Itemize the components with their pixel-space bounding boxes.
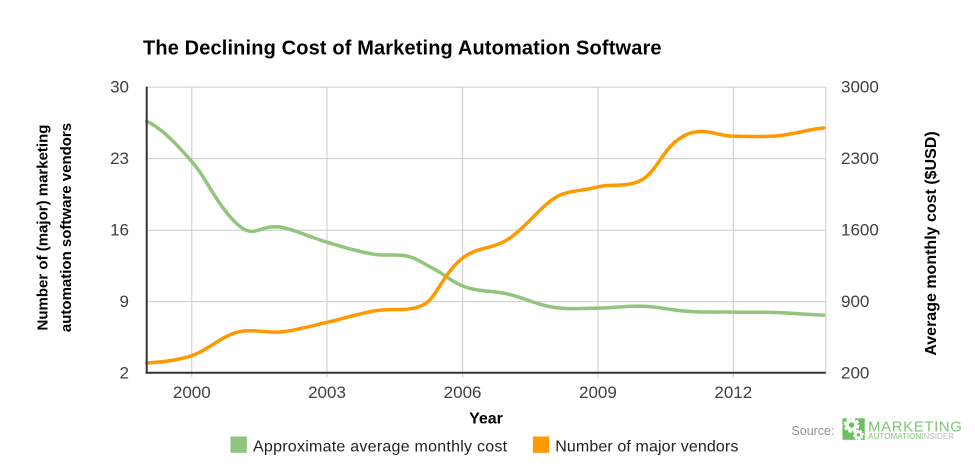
svg-text:2009: 2009 — [579, 383, 617, 402]
svg-text:Source:: Source: — [791, 424, 834, 438]
svg-text:MARKETING: MARKETING — [868, 419, 963, 436]
svg-text:16: 16 — [110, 221, 129, 240]
svg-text:23: 23 — [110, 149, 129, 168]
svg-text:2000: 2000 — [173, 383, 211, 402]
svg-text:automation software vendors: automation software vendors — [58, 123, 75, 332]
svg-text:Year: Year — [469, 411, 503, 428]
svg-text:9: 9 — [120, 292, 129, 311]
svg-text:900: 900 — [841, 292, 869, 311]
svg-text:200: 200 — [841, 364, 869, 383]
svg-text:The Declining Cost of Marketin: The Declining Cost of Marketing Automati… — [143, 38, 662, 60]
svg-text:Number of major vendors: Number of major vendors — [555, 439, 738, 456]
svg-text:AUTOMATIONINSIDER: AUTOMATIONINSIDER — [868, 432, 954, 441]
svg-text:2003: 2003 — [308, 383, 346, 402]
svg-text:2300: 2300 — [841, 149, 879, 168]
svg-text:Average monthly cost ($USD): Average monthly cost ($USD) — [923, 131, 940, 355]
svg-text:2012: 2012 — [714, 383, 752, 402]
svg-text:1600: 1600 — [841, 221, 879, 240]
svg-text:Number of (major) marketing: Number of (major) marketing — [35, 125, 52, 331]
svg-text:Approximate average monthly co: Approximate average monthly cost — [253, 439, 508, 456]
svg-text:30: 30 — [110, 78, 129, 97]
svg-text:2006: 2006 — [444, 383, 482, 402]
svg-text:2: 2 — [120, 364, 129, 383]
svg-text:3000: 3000 — [841, 78, 879, 97]
